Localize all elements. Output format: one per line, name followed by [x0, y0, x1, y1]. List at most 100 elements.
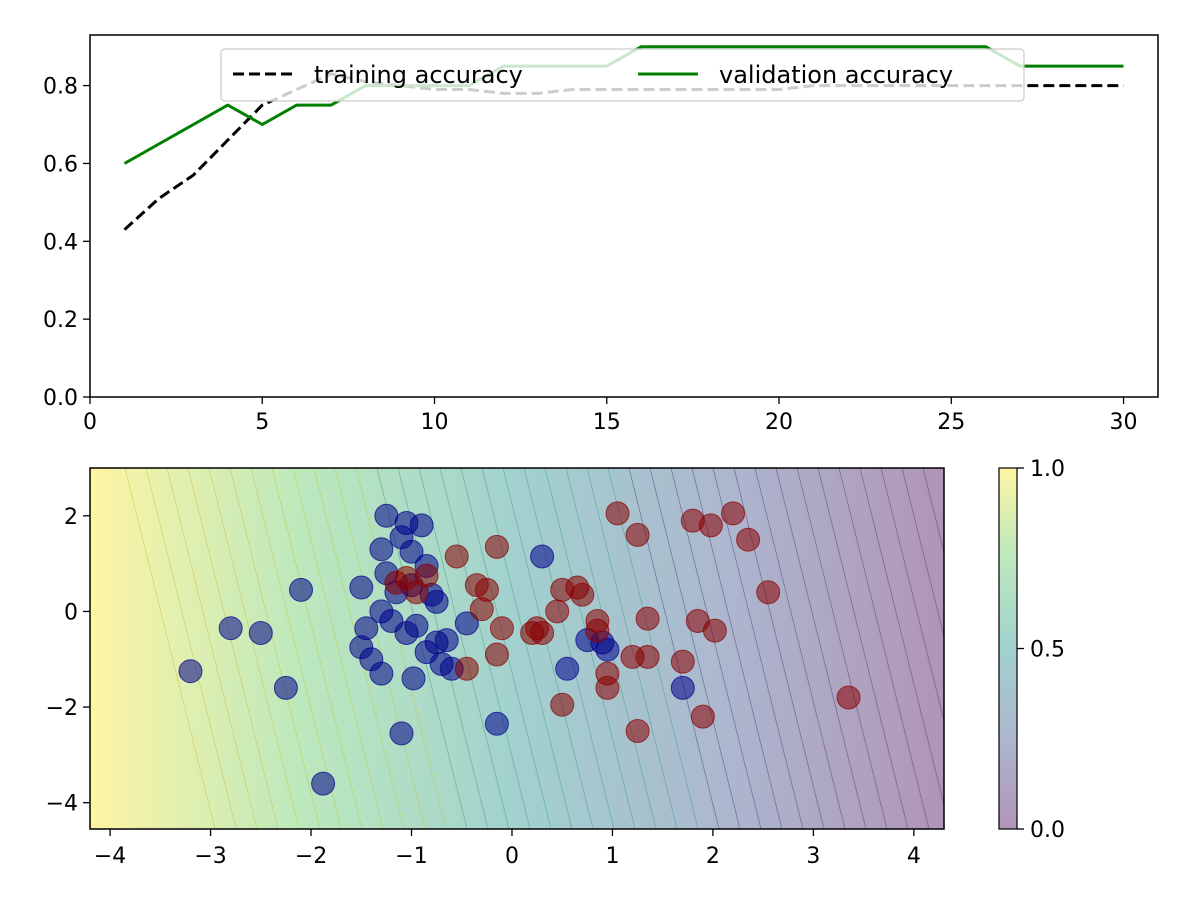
contour-line: [649, 468, 741, 829]
scatter-point-red: [625, 522, 650, 547]
x-tick-label: 3: [806, 844, 820, 869]
scatter-point-blue: [289, 577, 313, 602]
y-tick-label: −2: [46, 696, 78, 721]
x-tick-label: −3: [194, 844, 226, 869]
contour-line: [124, 468, 216, 829]
contour-line: [208, 468, 300, 829]
scatter-point-blue: [454, 611, 479, 636]
x-tick-label: 4: [907, 844, 921, 869]
contour-line: [145, 468, 237, 829]
scatter-point-blue: [409, 513, 434, 538]
scatter-point-red: [721, 501, 745, 526]
contour-line: [922, 468, 944, 554]
y-tick-label: 2: [64, 505, 78, 530]
x-tick-label: 2: [706, 844, 720, 869]
accuracy-y-axis: 0.0 0.2 0.4 0.6 0.8: [43, 75, 90, 411]
scatter-point-red: [698, 513, 723, 538]
contour-line: [523, 468, 615, 829]
scatter-point-red: [550, 692, 575, 717]
scatter-point-blue: [248, 621, 273, 645]
contour-line: [166, 468, 258, 829]
contour-line: [229, 468, 321, 829]
scatter-point-blue: [374, 503, 399, 528]
scatter-y-axis: −4 −2 0 2: [46, 505, 90, 817]
contour-line: [754, 468, 846, 829]
contour-line: [250, 468, 342, 829]
scatter-points: [178, 501, 861, 796]
scatter-point-blue: [424, 589, 449, 614]
accuracy-chart: 0 5 10 15 20 25 30 0.0 0.2 0.4 0.6 0.8 training ac…: [43, 34, 1159, 435]
scatter-point-blue: [434, 628, 459, 653]
x-tick-label: 25: [937, 410, 965, 435]
scatter-point-red: [836, 685, 861, 710]
scatter-point-red: [454, 656, 479, 681]
scatter-point-blue: [369, 661, 394, 686]
scatter-point-red: [635, 644, 660, 669]
contour-line: [796, 468, 888, 829]
x-tick-label: −1: [395, 844, 427, 869]
contour-line: [481, 468, 573, 829]
x-tick-label: 30: [1110, 410, 1138, 435]
colorbar-tick-label: 1.0: [1030, 457, 1065, 482]
scatter-point-red: [702, 618, 727, 643]
x-tick-label: 5: [255, 410, 269, 435]
legend-label-validation: validation accuracy: [719, 61, 953, 89]
scatter-point-red: [595, 675, 620, 700]
scatter-point-blue: [218, 616, 243, 641]
scatter-point-blue: [404, 613, 429, 638]
x-tick-label: −2: [295, 844, 327, 869]
x-tick-label: 10: [421, 410, 449, 435]
scatter-point-blue: [670, 675, 695, 700]
scatter-point-blue: [399, 539, 424, 564]
x-tick-label: 0: [83, 410, 97, 435]
contour-line: [817, 468, 909, 829]
scatter-point-red: [474, 577, 499, 602]
accuracy-plot-frame: [89, 34, 1159, 398]
colorbar-ticks: 0.0 0.5 1.0: [1017, 457, 1065, 843]
contour-line: [418, 468, 510, 829]
scatter-point-blue: [349, 575, 374, 600]
contour-line: [901, 468, 944, 639]
scatter-point-red: [690, 704, 715, 729]
scatter-point-red: [585, 618, 610, 643]
legend-box: [220, 48, 1025, 102]
scatter-point-red: [635, 606, 660, 631]
contour-line: [187, 468, 279, 829]
scatter-point-red: [670, 649, 695, 674]
contour-line: [334, 468, 426, 829]
y-tick-label: 0.6: [43, 152, 78, 177]
contour-line: [859, 468, 944, 807]
scatter-point-blue: [354, 616, 379, 641]
scatter-point-red: [570, 582, 595, 607]
colorbar: 0.0 0.5 1.0: [998, 457, 1065, 843]
scatter-point-red: [736, 527, 761, 552]
scatter-point-red: [530, 621, 555, 645]
contour-line: [439, 468, 531, 829]
scatter-point-blue: [484, 711, 509, 736]
scatter-point-red: [444, 544, 469, 569]
scatter-plot-frame: [89, 467, 945, 830]
x-tick-label: 1: [605, 844, 619, 869]
scatter-point-red: [756, 580, 781, 605]
y-tick-label: 0.8: [43, 75, 78, 100]
contour-line: [292, 468, 384, 829]
scatter-point-blue: [311, 771, 336, 796]
y-tick-label: −4: [46, 792, 78, 817]
colorbar-tick-label: 0.5: [1030, 638, 1065, 663]
contour-line: [838, 468, 930, 829]
contour-line: [712, 468, 804, 829]
contour-line: [775, 468, 867, 829]
scatter-point-red: [484, 534, 509, 559]
scatter-point-blue: [178, 659, 203, 684]
probability-surface: [90, 468, 944, 829]
accuracy-x-axis: 0 5 10 15 20 25 30: [83, 397, 1138, 435]
accuracy-legend: training accuracy validation accuracy: [220, 48, 1025, 102]
scatter-point-blue: [555, 656, 580, 681]
scatter-point-red: [489, 616, 514, 641]
colorbar-tick-label: 0.0: [1030, 818, 1065, 843]
scatter-point-blue: [273, 675, 298, 700]
x-tick-label: 20: [765, 410, 793, 435]
contour-line: [355, 468, 447, 829]
y-tick-label: 0.0: [43, 386, 78, 411]
